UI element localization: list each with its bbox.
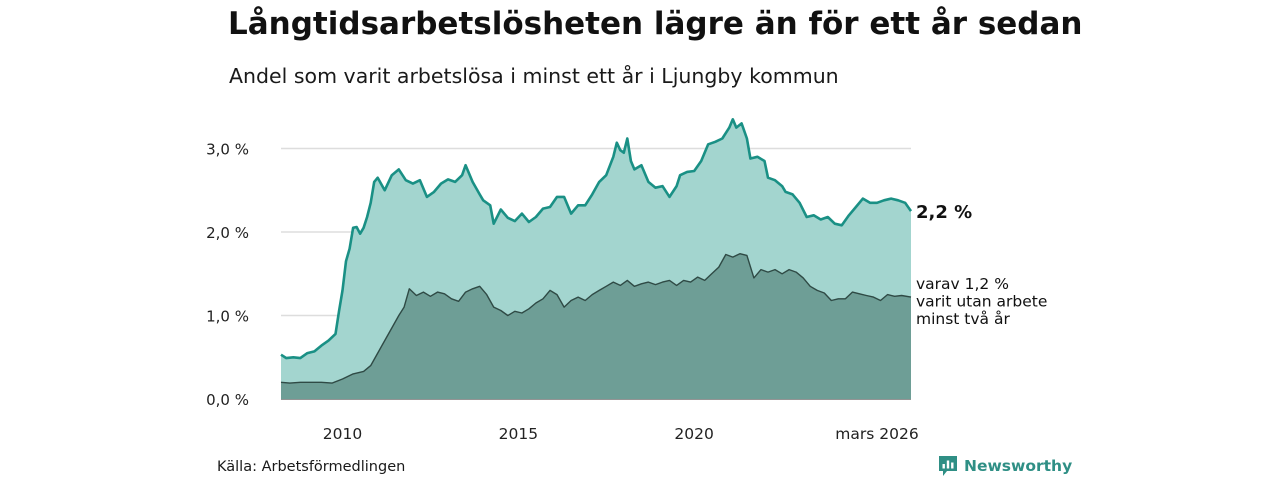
series-long-term-area [281,253,911,399]
y-axis: 0,0 % 1,0 % 2,0 % 3,0 % [206,141,249,410]
x-tick-label: mars 2026 [835,425,918,443]
newsworthy-logo-text: Newsworthy [964,457,1073,475]
x-tick-label: 2020 [674,425,713,443]
total-end-label: 2,2 % [916,202,972,223]
source-note: Källa: Arbetsförmedlingen [217,459,406,475]
newsworthy-logo-icon [939,456,957,476]
long-term-end-label: minst två år [916,310,1010,328]
x-axis: 2010 2015 2020 mars 2026 [323,425,919,443]
series-long-term-line [280,253,912,384]
chart-title: Långtidsarbetslösheten lägre än för ett … [228,6,1083,42]
y-tick-label: 2,0 % [206,224,249,242]
newsworthy-logo: Newsworthy [938,455,1072,477]
x-tick-label: 2010 [323,425,362,443]
y-tick-label: 3,0 % [206,141,249,159]
y-tick-label: 1,0 % [206,308,249,326]
y-tick-label: 0,0 % [206,391,249,409]
series-total-line [280,118,913,360]
x-tick-label: 2015 [499,425,538,443]
long-term-end-label: varav 1,2 % [916,275,1009,293]
chart-subtitle: Andel som varit arbetslösa i minst ett å… [229,64,839,88]
long-term-end-label: varit utan arbete [916,293,1047,311]
chart-areas [280,118,913,400]
